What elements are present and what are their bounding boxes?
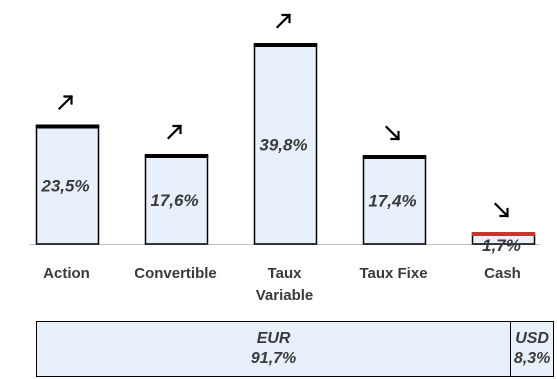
- bar-top-cap: [35, 124, 100, 129]
- category-label: Cash: [484, 265, 521, 282]
- currency-name: USD: [515, 330, 549, 347]
- currency-split-bar: EUR 91,7% USD 8,3%: [36, 321, 554, 377]
- bar: [362, 156, 427, 245]
- arrow-up-right-icon: [275, 13, 292, 29]
- bar-value-label: 17,4%: [368, 192, 416, 211]
- bar-value-label: 1,7%: [482, 236, 521, 255]
- arrow-up-right-icon: [166, 124, 183, 140]
- bar-top-cap: [144, 154, 209, 158]
- currency-segment-usd: USD 8,3%: [510, 322, 553, 376]
- arrow-down-right-icon: [493, 202, 510, 218]
- bar-value-label: 23,5%: [40, 176, 89, 195]
- category-label: Taux Fixe: [359, 265, 427, 282]
- category-label: Action: [43, 265, 90, 282]
- currency-percent: 91,7%: [250, 350, 297, 367]
- arrow-up-right-icon: [57, 94, 74, 111]
- bar-top-cap: [253, 43, 318, 47]
- bar: [35, 125, 100, 245]
- bar-top-cap: [362, 155, 427, 159]
- allocation-bar-chart: 23,5% Action 17,6% Convertible 39,8% Taux Vari…: [30, 13, 540, 304]
- currency-segment-eur: EUR 91,7%: [37, 322, 511, 376]
- arrow-down-right-icon: [384, 125, 401, 141]
- category-label: Taux: [268, 265, 303, 282]
- category-label: Variable: [256, 287, 314, 304]
- currency-percent: 8,3%: [513, 350, 551, 367]
- currency-name: EUR: [256, 330, 291, 347]
- bar-value-label: 39,8%: [259, 136, 307, 155]
- bar-value-label: 17,6%: [150, 191, 198, 210]
- category-label: Convertible: [134, 265, 217, 282]
- bar: [144, 155, 209, 245]
- bar-top-cap: [471, 232, 536, 236]
